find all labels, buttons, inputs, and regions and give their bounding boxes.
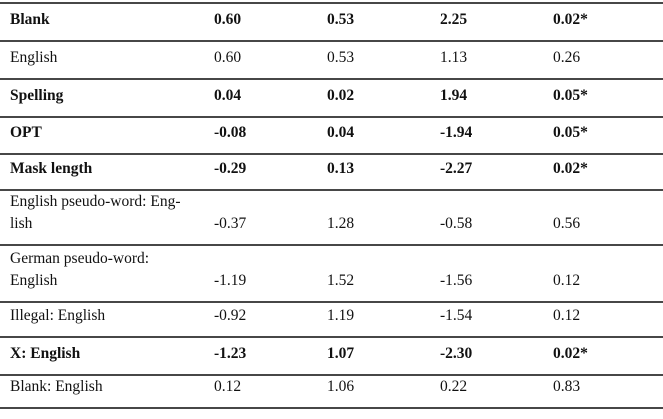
cell-value: -1.94 (440, 117, 553, 155)
cell-value: -1.23 (214, 337, 327, 376)
cell-value: 2.25 (440, 3, 553, 42)
table-row: English pseudo-word: Eng- lish -0.37 1.2… (0, 190, 663, 246)
table-row: OPT -0.08 0.04 -1.94 0.05* (0, 117, 663, 155)
cell-value: -0.58 (440, 190, 553, 246)
cell-value: 1.52 (327, 245, 440, 303)
cell-value: 0.53 (327, 3, 440, 42)
cell-value: 0.02 (327, 79, 440, 118)
cell-value: 0.12 (553, 245, 663, 303)
table-row: Spelling 0.04 0.02 1.94 0.05* (0, 79, 663, 118)
cell-value: 1.07 (327, 337, 440, 376)
cell-value: -1.19 (214, 245, 327, 303)
cell-value: 0.56 (553, 190, 663, 246)
cell-value: 0.02* (553, 154, 663, 191)
cell-value: 1.28 (327, 190, 440, 246)
cell-value: -0.29 (214, 154, 327, 191)
row-label: X: English (0, 337, 214, 376)
cell-value: 0.12 (553, 302, 663, 338)
cell-value: 1.19 (327, 302, 440, 338)
cell-value: 0.02* (553, 3, 663, 42)
cell-value: -0.37 (214, 190, 327, 246)
cell-value: -0.08 (214, 117, 327, 155)
cell-value: -0.92 (214, 302, 327, 338)
cell-value: 1.06 (327, 375, 440, 409)
cell-value: 1.13 (440, 41, 553, 80)
row-label: Blank (0, 3, 214, 42)
cell-value: 1.94 (440, 79, 553, 118)
cell-value: 0.13 (327, 154, 440, 191)
row-label: Illegal: English (0, 302, 214, 338)
cell-value: 0.26 (553, 41, 663, 80)
cell-value: 0.53 (327, 41, 440, 80)
table-row: X: English -1.23 1.07 -2.30 0.02* (0, 337, 663, 376)
results-table: Blank 0.60 0.53 2.25 0.02* English 0.60 … (0, 2, 663, 409)
cell-value: 0.02* (553, 337, 663, 376)
cell-value: 0.05* (553, 117, 663, 155)
row-label: OPT (0, 117, 214, 155)
table-row: English 0.60 0.53 1.13 0.26 (0, 41, 663, 80)
table-row: Mask length -0.29 0.13 -2.27 0.02* (0, 154, 663, 191)
cell-value: -2.27 (440, 154, 553, 191)
row-label: Spelling (0, 79, 214, 118)
cell-value: 0.60 (214, 3, 327, 42)
cell-value: 0.60 (214, 41, 327, 80)
table-row: Illegal: English -0.92 1.19 -1.54 0.12 (0, 302, 663, 338)
row-label: German pseudo-word: English (0, 245, 214, 303)
table-row: Blank: English 0.12 1.06 0.22 0.83 (0, 375, 663, 409)
row-label: Mask length (0, 154, 214, 191)
row-label: English (0, 41, 214, 80)
table-row: German pseudo-word: English -1.19 1.52 -… (0, 245, 663, 303)
row-label: Blank: English (0, 375, 214, 409)
cell-value: -1.54 (440, 302, 553, 338)
cell-value: 0.83 (553, 375, 663, 409)
cell-value: -1.56 (440, 245, 553, 303)
table-row: Blank 0.60 0.53 2.25 0.02* (0, 3, 663, 42)
cell-value: 0.22 (440, 375, 553, 409)
cell-value: 0.12 (214, 375, 327, 409)
cell-value: -2.30 (440, 337, 553, 376)
cell-value: 0.05* (553, 79, 663, 118)
row-label: English pseudo-word: Eng- lish (0, 190, 214, 246)
cell-value: 0.04 (327, 117, 440, 155)
cell-value: 0.04 (214, 79, 327, 118)
